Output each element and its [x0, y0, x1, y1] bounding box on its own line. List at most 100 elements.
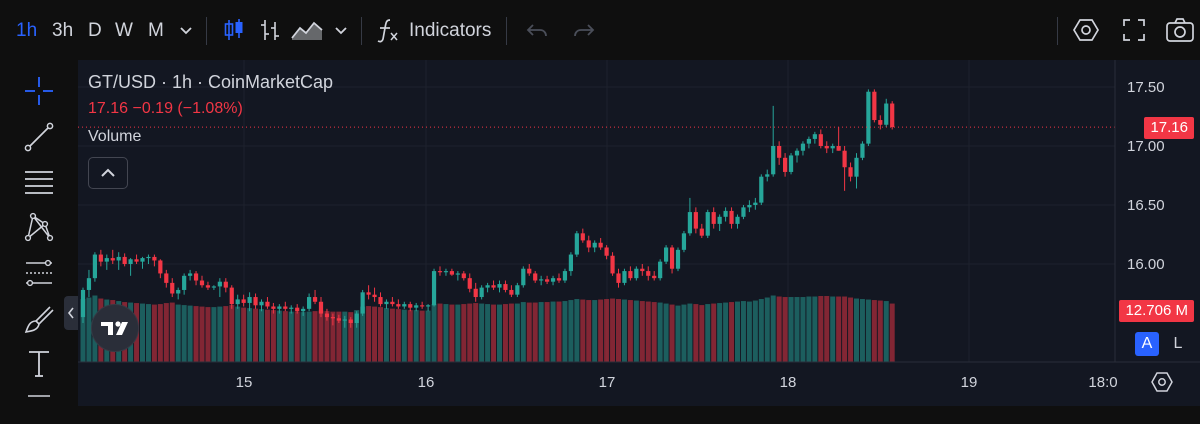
volume-bar: [419, 310, 425, 362]
candle-body: [550, 278, 556, 282]
log-scale-button[interactable]: L: [1173, 335, 1183, 352]
candle: [318, 297, 324, 318]
fib-retracement-icon[interactable]: [22, 256, 56, 290]
collapse-legend-button[interactable]: [88, 157, 128, 189]
candle-body: [289, 307, 294, 309]
brush-icon[interactable]: [22, 302, 56, 336]
interval-m-button[interactable]: M: [148, 20, 164, 41]
candle: [574, 230, 579, 257]
undo-icon[interactable]: [523, 16, 551, 44]
candle: [699, 223, 704, 239]
volume-bar: [693, 304, 699, 362]
candle: [420, 301, 425, 309]
volume-bar: [687, 303, 693, 362]
candle-body: [271, 306, 276, 309]
volume-bar: [181, 305, 187, 362]
more-tools-icon[interactable]: [22, 390, 56, 424]
settings-gear-icon[interactable]: [1072, 16, 1100, 44]
area-chart-type-icon[interactable]: [290, 16, 324, 44]
bars-chart-type-icon[interactable]: [256, 16, 284, 44]
candle: [354, 311, 359, 328]
volume-bar: [568, 300, 574, 362]
candle-body: [461, 273, 466, 279]
interval-1h-button[interactable]: 1h: [16, 20, 38, 41]
interval-dropdown-chevron-icon[interactable]: [176, 16, 196, 44]
candle-body: [378, 297, 383, 305]
volume-bar: [580, 299, 586, 362]
candle-body: [771, 146, 776, 175]
candle: [247, 292, 252, 312]
tradingview-logo[interactable]: [91, 304, 139, 352]
indicators-button[interactable]: Indicators: [409, 20, 492, 41]
volume-bar: [372, 306, 378, 362]
symbol-legend-title[interactable]: GT/USD · 1h · CoinMarketCap: [88, 72, 334, 92]
chart-type-dropdown-chevron-icon[interactable]: [331, 16, 351, 44]
volume-bar: [461, 304, 467, 362]
candle-body: [788, 155, 794, 172]
volume-bar: [229, 305, 235, 362]
interval-3h-button[interactable]: 3h: [52, 20, 74, 41]
candle: [777, 141, 782, 165]
volume-bar: [681, 304, 687, 362]
chevron-up-icon: [101, 168, 115, 177]
candle: [295, 304, 300, 314]
volume-bar: [633, 300, 639, 362]
fullscreen-icon[interactable]: [1120, 16, 1148, 44]
auto-scale-button[interactable]: A: [1135, 332, 1159, 356]
volume-bar: [270, 310, 276, 362]
volume-bar: [675, 305, 681, 362]
chevron-left-icon: [67, 307, 74, 319]
candle: [771, 105, 776, 177]
redo-icon[interactable]: [570, 16, 598, 44]
volume-legend-label[interactable]: Volume: [88, 128, 142, 145]
candle-body: [360, 292, 365, 314]
candle-body: [747, 205, 752, 208]
time-axis-settings-icon[interactable]: [1150, 370, 1174, 394]
candle-body: [110, 258, 115, 261]
horizontal-lines-icon[interactable]: [22, 164, 56, 198]
volume-bar: [485, 304, 491, 362]
candles-chart-type-icon[interactable]: [220, 16, 248, 44]
candle: [562, 268, 568, 283]
function-fx-icon[interactable]: [374, 16, 402, 44]
volume-bar: [473, 303, 479, 362]
top-toolbar: 1h 3h D W M Indicators: [0, 0, 1200, 60]
interval-w-button[interactable]: W: [115, 20, 133, 41]
candle-body: [467, 278, 472, 289]
interval-d-button[interactable]: D: [88, 20, 102, 41]
candle: [461, 271, 466, 281]
crosshair-icon[interactable]: [22, 74, 56, 108]
candle: [741, 205, 746, 220]
candle-body: [223, 281, 228, 288]
text-tool-icon[interactable]: [22, 346, 56, 380]
candle: [455, 271, 460, 281]
candle: [884, 98, 889, 128]
candle-body: [348, 319, 353, 323]
volume-bar: [538, 302, 544, 362]
candle: [842, 146, 847, 191]
candle: [652, 271, 657, 281]
sidebar-collapse-tab[interactable]: [64, 296, 78, 330]
candle: [271, 302, 276, 314]
pattern-tool-icon[interactable]: [22, 210, 56, 244]
volume-bar: [455, 304, 461, 362]
price-chart[interactable]: 17.50 17.00 16.50 16.00 15 16 17 18 19 18:0: [0, 0, 1200, 406]
volume-bar: [336, 311, 342, 362]
candle: [705, 209, 710, 239]
trend-line-icon[interactable]: [22, 120, 56, 154]
candle-body: [122, 256, 127, 264]
candle: [818, 129, 823, 149]
volume-bar: [264, 309, 270, 362]
camera-screenshot-icon[interactable]: [1164, 16, 1196, 44]
candle: [229, 285, 234, 309]
candle: [836, 127, 841, 151]
volume-bar: [324, 311, 330, 362]
candle: [366, 285, 371, 300]
candle: [622, 268, 627, 286]
candle-body: [777, 146, 782, 158]
volume-bar: [800, 297, 806, 362]
candle-body: [104, 258, 109, 262]
candle-body: [342, 319, 347, 321]
candle-body: [211, 286, 216, 288]
volume-bar: [378, 307, 383, 362]
